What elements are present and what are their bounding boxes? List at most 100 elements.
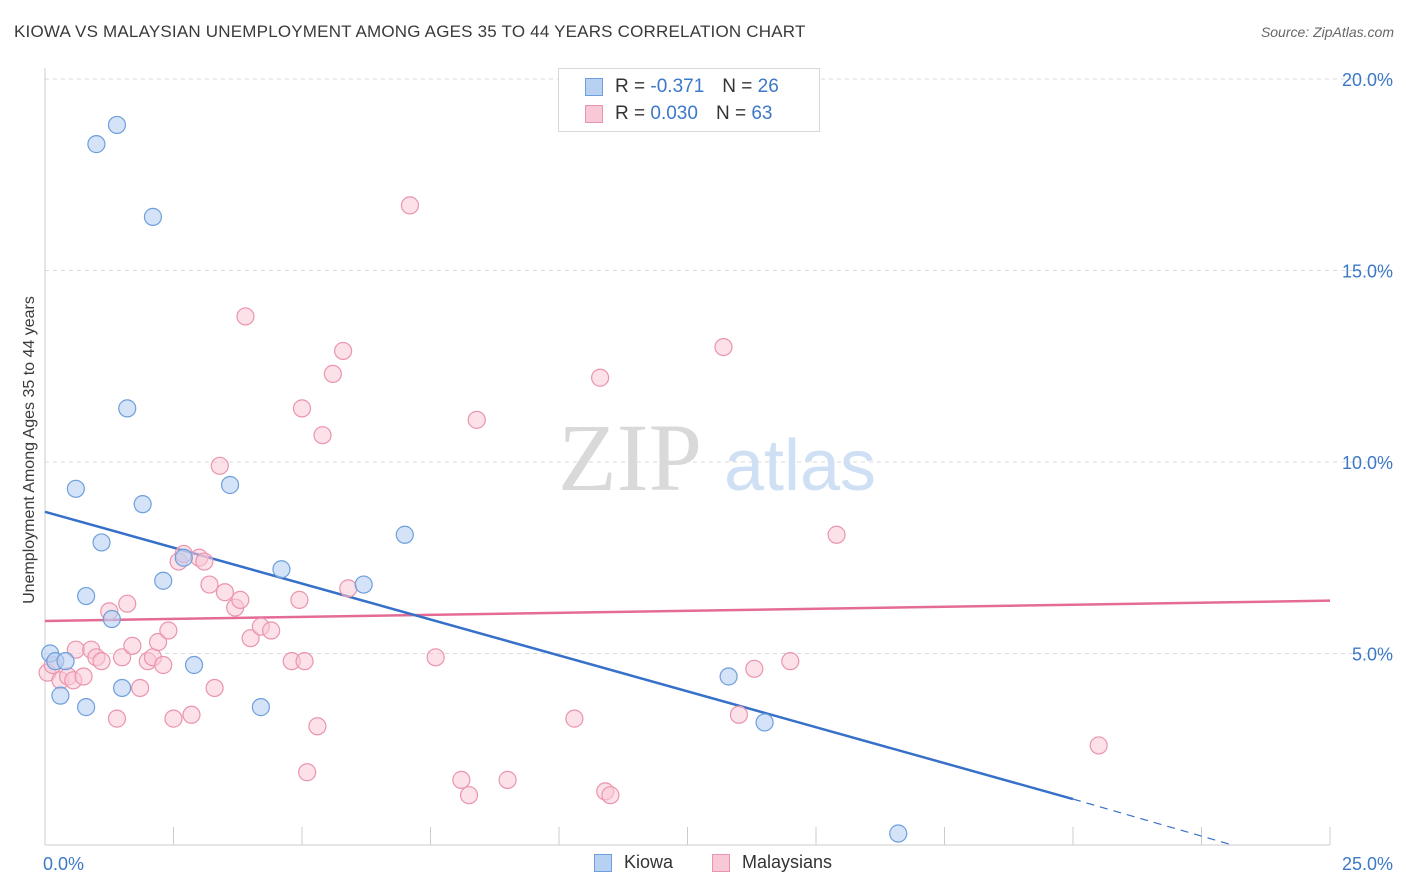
watermark-atlas: atlas (724, 426, 876, 506)
malaysians-point (313, 426, 332, 445)
kiowa-point (174, 548, 193, 567)
malaysians-point (262, 621, 281, 640)
malaysians-point (164, 709, 183, 728)
malaysians-point (308, 717, 327, 736)
malaysians-point (745, 659, 764, 678)
kiowa-point (143, 207, 163, 226)
malaysians-point (459, 786, 479, 805)
malaysians-point (298, 763, 317, 782)
malaysians-point (148, 632, 168, 652)
kiowa-point (251, 698, 270, 717)
malaysians-point (591, 368, 610, 387)
kiowa-point (133, 495, 152, 514)
kiowa-point (719, 667, 738, 686)
malaysians-point (452, 770, 471, 789)
malaysians-point (323, 364, 342, 384)
malaysians-point (118, 594, 137, 613)
correlation-legend: R = -0.371 N = 26 R = 0.030 N = 63 (558, 68, 820, 132)
kiowa-point (102, 609, 121, 629)
kiowa-point (92, 533, 111, 552)
watermark-zip: ZIP (558, 404, 702, 511)
malaysians-point (467, 410, 486, 429)
kiowa-point (272, 560, 291, 579)
y-tick-label-20: 20.0% (1342, 70, 1393, 90)
kiowa-r-value: -0.371 (650, 76, 705, 97)
legend-row-kiowa: R = -0.371 N = 26 (585, 76, 779, 98)
malaysians-n-label: N = (715, 103, 747, 124)
malaysians-swatch (585, 105, 603, 123)
malaysians-point (123, 636, 142, 655)
kiowa-r-label: R = (615, 76, 646, 97)
malaysians-point (236, 307, 255, 326)
y-tick-label-10: 10.0% (1342, 453, 1393, 473)
malaysians-point (339, 579, 358, 598)
kiowa-point (51, 686, 70, 705)
malaysians-point (92, 652, 111, 671)
malaysians-point (112, 648, 132, 667)
kiowa-point (755, 713, 774, 732)
malaysians-point (210, 456, 229, 475)
malaysians-point (130, 678, 150, 698)
kiowa-point (354, 575, 373, 594)
malaysians-legend-label: Malaysians (742, 852, 833, 872)
kiowa-point (107, 115, 127, 135)
kiowa-point (220, 475, 240, 495)
kiowa-legend-label: Kiowa (624, 852, 674, 872)
malaysians-point (426, 648, 445, 667)
malaysians-trend-line (44, 599, 1331, 623)
legend-item-malaysians[interactable]: Malaysians (712, 852, 832, 873)
malaysians-point (290, 590, 309, 609)
tick-labels: 5.0% 10.0% 15.0% 20.0% 0.0% 25.0% (43, 70, 1393, 874)
chart-title: KIOWA VS MALAYSIAN UNEMPLOYMENT AMONG AG… (14, 22, 806, 41)
trend-lines (44, 510, 1331, 846)
malaysians-r-label: R = (615, 103, 646, 124)
malaysians-point (107, 709, 127, 728)
malaysians-point (714, 338, 733, 357)
malaysians-point (729, 705, 749, 724)
axes (44, 68, 1331, 846)
x-tick-label-min: 0.0% (43, 854, 84, 874)
malaysians-point (565, 709, 584, 728)
kiowa-point (87, 135, 106, 154)
malaysians-r-value: 0.030 (650, 103, 698, 124)
malaysians-point (400, 196, 420, 215)
malaysians-point (195, 552, 214, 571)
legend-row-malaysians: R = 0.030 N = 63 (585, 103, 772, 125)
malaysians-point (601, 786, 620, 805)
malaysians-point (827, 525, 846, 544)
y-tick-label-5: 5.0% (1352, 645, 1393, 665)
kiowa-point (154, 571, 173, 590)
malaysians-point (205, 678, 224, 698)
y-tick-label-15: 15.0% (1342, 262, 1393, 282)
malaysians-point (334, 341, 353, 361)
source-label: Source: ZipAtlas.com (1260, 24, 1394, 40)
malaysians-point (182, 705, 201, 724)
kiowa-trend-extension (1072, 798, 1233, 846)
malaysians-point (231, 590, 250, 609)
legend-item-kiowa[interactable]: Kiowa (594, 852, 673, 873)
malaysians-point (159, 621, 178, 640)
y-axis-label: Unemployment Among Ages 35 to 44 years (21, 296, 38, 604)
malaysians-point (781, 652, 800, 671)
kiowa-n-label: N = (722, 76, 753, 97)
malaysians-point (292, 399, 312, 418)
grid-lines (45, 78, 1392, 654)
kiowa-point (889, 824, 908, 843)
kiowa-point (77, 698, 96, 717)
kiowa-point (77, 586, 96, 606)
x-tick-label-max: 25.0% (1342, 854, 1393, 874)
kiowa-point (395, 525, 414, 544)
kiowa-trend-line (44, 510, 1074, 801)
kiowa-swatch (585, 78, 603, 96)
kiowa-points (41, 115, 908, 843)
malaysians-point (241, 629, 260, 648)
kiowa-point (112, 678, 132, 698)
watermark: ZIP atlas (558, 404, 876, 511)
malaysians-point (498, 770, 517, 789)
series-legend: Kiowa Malaysians (0, 852, 1406, 876)
kiowa-n-value: 26 (757, 76, 779, 97)
malaysians-points (38, 196, 1108, 805)
kiowa-legend-swatch (594, 853, 612, 872)
malaysians-n-value: 63 (751, 103, 773, 124)
malaysians-point (154, 655, 173, 675)
